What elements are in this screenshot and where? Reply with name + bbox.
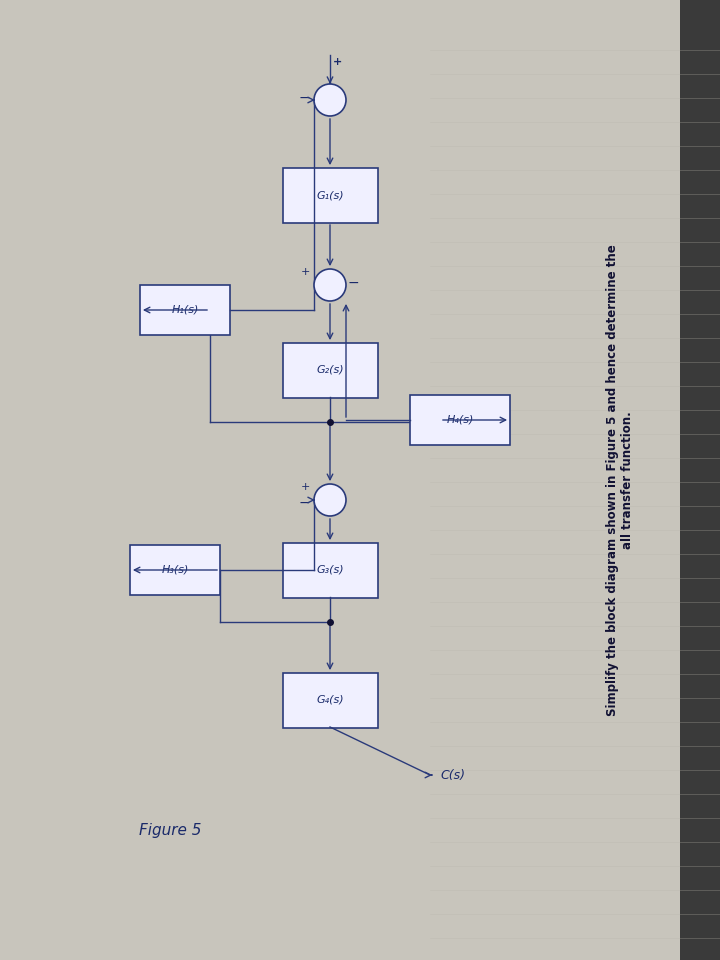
Bar (282, 673, 377, 728)
Text: −: − (298, 496, 310, 510)
Text: G₃(s): G₃(s) (316, 565, 344, 575)
Text: G₄(s): G₄(s) (316, 695, 344, 705)
Bar (282, 343, 377, 397)
Text: −: − (348, 276, 359, 290)
Bar (130, 545, 220, 595)
Circle shape (314, 484, 346, 516)
Bar (140, 285, 230, 335)
Text: +: + (301, 267, 310, 277)
Text: Simplify the block diagram shown in Figure 5 and hence determine the
all transfe: Simplify the block diagram shown in Figu… (606, 244, 634, 716)
Text: H₃(s): H₃(s) (161, 565, 189, 575)
Text: +: + (301, 482, 310, 492)
Bar (410, 395, 510, 445)
Text: C(s): C(s) (440, 769, 465, 781)
Text: H₄(s): H₄(s) (446, 415, 474, 425)
Bar (282, 167, 377, 223)
Text: H₁(s): H₁(s) (171, 305, 199, 315)
Bar (282, 542, 377, 597)
Text: G₂(s): G₂(s) (316, 365, 344, 375)
Text: −: − (298, 91, 310, 105)
Text: Figure 5: Figure 5 (139, 823, 202, 837)
Circle shape (314, 269, 346, 301)
Bar (680, 0, 720, 960)
Text: G₁(s): G₁(s) (316, 190, 344, 200)
Circle shape (314, 84, 346, 116)
Text: +: + (333, 57, 342, 67)
